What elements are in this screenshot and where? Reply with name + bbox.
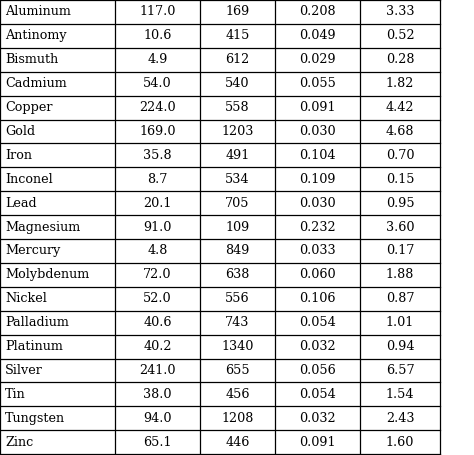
Text: 169: 169	[225, 5, 250, 19]
Text: 4.9: 4.9	[147, 53, 168, 66]
Text: Platinum: Platinum	[5, 340, 63, 353]
Text: Tin: Tin	[5, 388, 26, 401]
Text: 20.1: 20.1	[143, 197, 172, 210]
Text: 0.032: 0.032	[299, 412, 336, 425]
Text: 743: 743	[225, 316, 250, 329]
Text: 456: 456	[225, 388, 250, 401]
Text: Bismuth: Bismuth	[5, 53, 58, 66]
Text: 0.091: 0.091	[299, 101, 336, 114]
Text: 446: 446	[225, 435, 250, 449]
Text: 52.0: 52.0	[143, 292, 172, 305]
Text: 849: 849	[225, 244, 250, 258]
Text: 6.57: 6.57	[386, 364, 414, 377]
Text: Mercury: Mercury	[5, 244, 60, 258]
Text: 0.17: 0.17	[386, 244, 414, 258]
Text: Cadmium: Cadmium	[5, 77, 67, 90]
Text: 0.28: 0.28	[386, 53, 414, 66]
Text: 0.15: 0.15	[386, 173, 414, 186]
Text: Copper: Copper	[5, 101, 53, 114]
Text: 0.109: 0.109	[299, 173, 336, 186]
Text: 1.88: 1.88	[386, 268, 414, 281]
Text: 0.029: 0.029	[299, 53, 336, 66]
Text: Antinomy: Antinomy	[5, 30, 67, 42]
Text: 1.54: 1.54	[386, 388, 414, 401]
Text: 1208: 1208	[221, 412, 254, 425]
Text: 415: 415	[225, 30, 250, 42]
Text: 0.091: 0.091	[299, 435, 336, 449]
Text: 0.94: 0.94	[386, 340, 414, 353]
Text: 1.82: 1.82	[386, 77, 414, 90]
Text: 3.33: 3.33	[386, 5, 414, 19]
Text: 655: 655	[225, 364, 250, 377]
Text: 0.055: 0.055	[299, 77, 336, 90]
Text: 491: 491	[225, 149, 250, 162]
Text: Iron: Iron	[5, 149, 32, 162]
Text: 0.208: 0.208	[299, 5, 336, 19]
Text: 0.054: 0.054	[299, 316, 336, 329]
Text: 0.032: 0.032	[299, 340, 336, 353]
Text: Tungsten: Tungsten	[5, 412, 65, 425]
Text: Inconel: Inconel	[5, 173, 53, 186]
Text: Lead: Lead	[5, 197, 36, 210]
Text: 10.6: 10.6	[143, 30, 172, 42]
Text: 4.42: 4.42	[386, 101, 414, 114]
Text: 612: 612	[225, 53, 250, 66]
Text: 38.0: 38.0	[143, 388, 172, 401]
Text: Gold: Gold	[5, 125, 35, 138]
Text: 0.033: 0.033	[299, 244, 336, 258]
Text: 1.01: 1.01	[386, 316, 414, 329]
Text: 0.030: 0.030	[299, 197, 336, 210]
Text: 224.0: 224.0	[139, 101, 176, 114]
Text: 0.104: 0.104	[299, 149, 336, 162]
Text: 1340: 1340	[221, 340, 254, 353]
Text: 0.056: 0.056	[299, 364, 336, 377]
Text: 638: 638	[225, 268, 250, 281]
Text: 241.0: 241.0	[139, 364, 176, 377]
Text: Zinc: Zinc	[5, 435, 33, 449]
Text: 534: 534	[225, 173, 250, 186]
Text: 3.60: 3.60	[386, 221, 414, 233]
Text: Nickel: Nickel	[5, 292, 47, 305]
Text: 0.106: 0.106	[299, 292, 336, 305]
Text: 0.95: 0.95	[386, 197, 414, 210]
Text: 117.0: 117.0	[139, 5, 176, 19]
Text: 0.87: 0.87	[386, 292, 414, 305]
Text: Molybdenum: Molybdenum	[5, 268, 89, 281]
Text: 4.68: 4.68	[386, 125, 414, 138]
Text: 0.049: 0.049	[299, 30, 336, 42]
Text: 65.1: 65.1	[143, 435, 172, 449]
Text: 8.7: 8.7	[147, 173, 168, 186]
Text: 35.8: 35.8	[143, 149, 172, 162]
Text: 94.0: 94.0	[143, 412, 172, 425]
Text: Magnesium: Magnesium	[5, 221, 80, 233]
Text: 705: 705	[225, 197, 250, 210]
Text: 0.054: 0.054	[299, 388, 336, 401]
Text: 169.0: 169.0	[139, 125, 176, 138]
Text: 556: 556	[225, 292, 250, 305]
Text: 0.060: 0.060	[299, 268, 336, 281]
Text: 540: 540	[225, 77, 250, 90]
Text: Silver: Silver	[5, 364, 43, 377]
Text: 0.030: 0.030	[299, 125, 336, 138]
Text: 72.0: 72.0	[143, 268, 172, 281]
Text: 91.0: 91.0	[143, 221, 172, 233]
Text: 40.2: 40.2	[143, 340, 172, 353]
Text: Palladium: Palladium	[5, 316, 69, 329]
Text: 0.232: 0.232	[299, 221, 336, 233]
Text: 2.43: 2.43	[386, 412, 414, 425]
Text: 54.0: 54.0	[143, 77, 172, 90]
Text: Aluminum: Aluminum	[5, 5, 71, 19]
Text: 0.70: 0.70	[386, 149, 414, 162]
Text: 40.6: 40.6	[143, 316, 172, 329]
Text: 1.60: 1.60	[386, 435, 414, 449]
Text: 558: 558	[225, 101, 250, 114]
Text: 109: 109	[225, 221, 250, 233]
Text: 0.52: 0.52	[386, 30, 414, 42]
Text: 1203: 1203	[221, 125, 254, 138]
Text: 4.8: 4.8	[147, 244, 168, 258]
